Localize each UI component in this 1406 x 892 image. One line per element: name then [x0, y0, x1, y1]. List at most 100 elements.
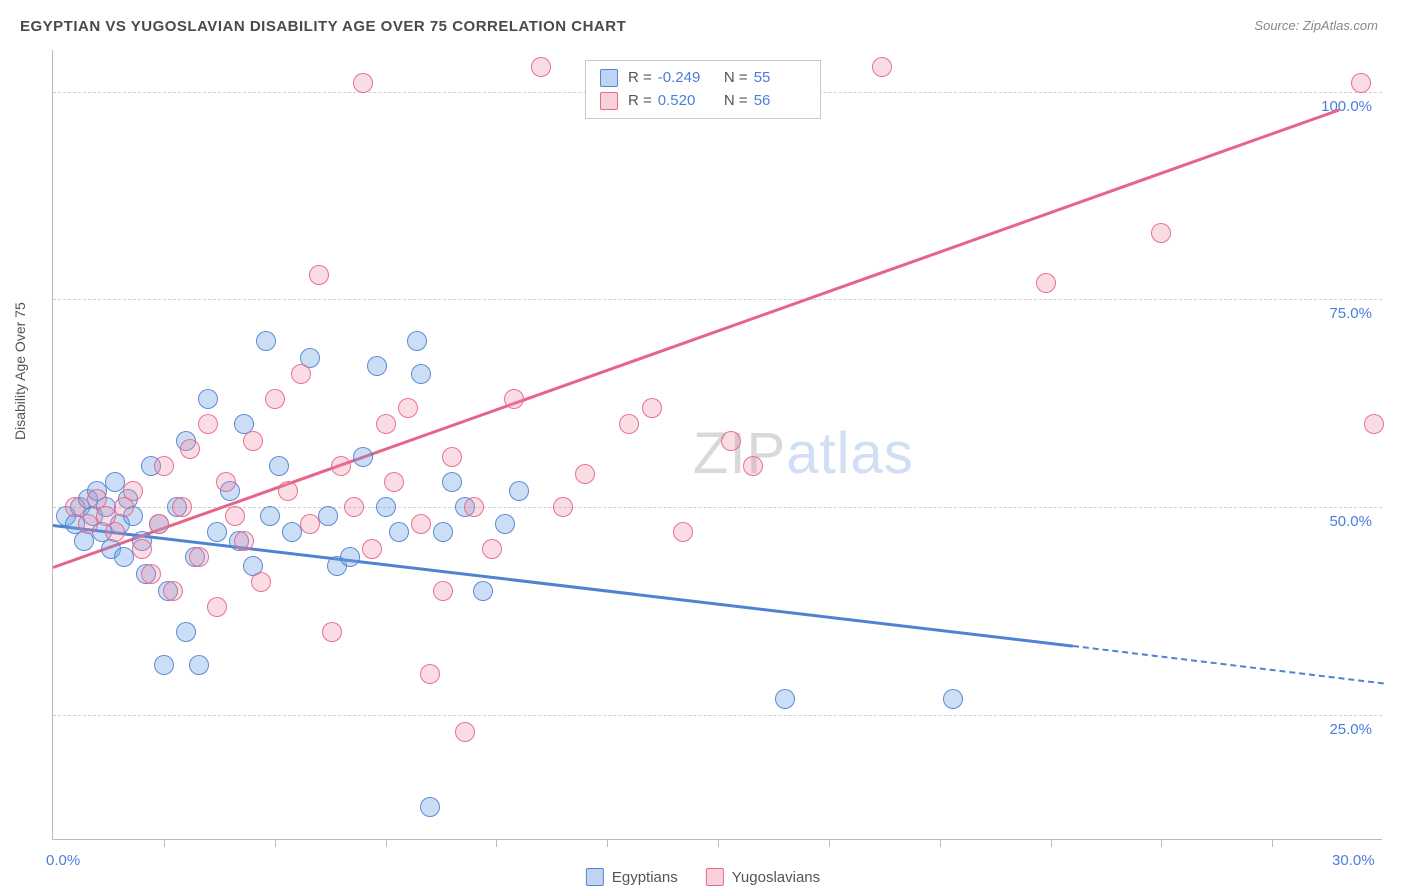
data-point: [482, 539, 502, 559]
gridline-horizontal: [53, 715, 1382, 716]
data-point: [495, 514, 515, 534]
data-point: [433, 581, 453, 601]
stats-swatch: [600, 69, 618, 87]
data-point: [180, 439, 200, 459]
data-point: [389, 522, 409, 542]
trend-line: [1073, 645, 1384, 684]
data-point: [322, 622, 342, 642]
data-point: [251, 572, 271, 592]
x-tick: [164, 839, 165, 847]
data-point: [553, 497, 573, 517]
legend-label: Yugoslavians: [732, 869, 820, 886]
data-point: [105, 522, 125, 542]
data-point: [473, 581, 493, 601]
data-point: [318, 506, 338, 526]
data-point: [504, 389, 524, 409]
stats-row: R =-0.249 N =55: [600, 67, 806, 90]
data-point: [132, 539, 152, 559]
data-point: [198, 414, 218, 434]
x-tick: [1272, 839, 1273, 847]
data-point: [411, 364, 431, 384]
legend-label: Egyptians: [612, 869, 678, 886]
data-point: [376, 497, 396, 517]
data-point: [353, 447, 373, 467]
data-point: [420, 797, 440, 817]
data-point: [1151, 223, 1171, 243]
x-tick: [386, 839, 387, 847]
data-point: [331, 456, 351, 476]
data-point: [743, 456, 763, 476]
data-point: [225, 506, 245, 526]
data-point: [256, 331, 276, 351]
x-tick: [718, 839, 719, 847]
gridline-horizontal: [53, 299, 1382, 300]
stats-row: R =0.520 N =56: [600, 90, 806, 113]
data-point: [265, 389, 285, 409]
x-tick: [1161, 839, 1162, 847]
chart-title: EGYPTIAN VS YUGOSLAVIAN DISABILITY AGE O…: [20, 18, 626, 35]
legend-item-yugoslavians: Yugoslavians: [706, 868, 820, 886]
y-axis-label: Disability Age Over 75: [12, 302, 28, 440]
x-tick: [829, 839, 830, 847]
stat-r-value: 0.520: [658, 90, 710, 113]
data-point: [943, 689, 963, 709]
data-point: [362, 539, 382, 559]
data-point: [531, 57, 551, 77]
data-point: [309, 265, 329, 285]
stat-key: N =: [720, 90, 748, 113]
plot-area: ZIPatlas 25.0%50.0%75.0%100.0%R =-0.249 …: [52, 50, 1382, 840]
data-point: [398, 398, 418, 418]
data-point: [619, 414, 639, 434]
data-point: [269, 456, 289, 476]
stat-r-value: -0.249: [658, 67, 710, 90]
data-point: [1364, 414, 1384, 434]
x-max-label: 30.0%: [1332, 852, 1375, 869]
legend-swatch-blue: [586, 868, 604, 886]
data-point: [407, 331, 427, 351]
data-point: [154, 456, 174, 476]
data-point: [291, 364, 311, 384]
x-min-label: 0.0%: [46, 852, 80, 869]
data-point: [189, 655, 209, 675]
x-tick: [607, 839, 608, 847]
x-tick: [1051, 839, 1052, 847]
source-attribution: Source: ZipAtlas.com: [1254, 18, 1378, 33]
x-tick: [496, 839, 497, 847]
stat-key: N =: [720, 67, 748, 90]
data-point: [234, 531, 254, 551]
watermark: ZIPatlas: [693, 420, 914, 487]
y-tick-label: 25.0%: [1329, 721, 1372, 738]
data-point: [1036, 273, 1056, 293]
data-point: [198, 389, 218, 409]
data-point: [149, 514, 169, 534]
legend-swatch-pink: [706, 868, 724, 886]
trend-line: [53, 108, 1340, 568]
data-point: [384, 472, 404, 492]
data-point: [464, 497, 484, 517]
data-point: [673, 522, 693, 542]
data-point: [340, 547, 360, 567]
trend-line: [53, 524, 1073, 647]
legend-item-egyptians: Egyptians: [586, 868, 678, 886]
data-point: [420, 664, 440, 684]
data-point: [207, 597, 227, 617]
y-tick-label: 75.0%: [1329, 305, 1372, 322]
data-point: [367, 356, 387, 376]
data-point: [376, 414, 396, 434]
data-point: [278, 481, 298, 501]
x-tick: [275, 839, 276, 847]
data-point: [300, 514, 320, 534]
data-point: [433, 522, 453, 542]
data-point: [775, 689, 795, 709]
data-point: [1351, 73, 1371, 93]
data-point: [455, 722, 475, 742]
data-point: [141, 564, 161, 584]
data-point: [442, 447, 462, 467]
data-point: [260, 506, 280, 526]
source-label: Source:: [1254, 18, 1299, 33]
data-point: [872, 57, 892, 77]
data-point: [243, 431, 263, 451]
data-point: [411, 514, 431, 534]
stats-swatch: [600, 92, 618, 110]
data-point: [442, 472, 462, 492]
